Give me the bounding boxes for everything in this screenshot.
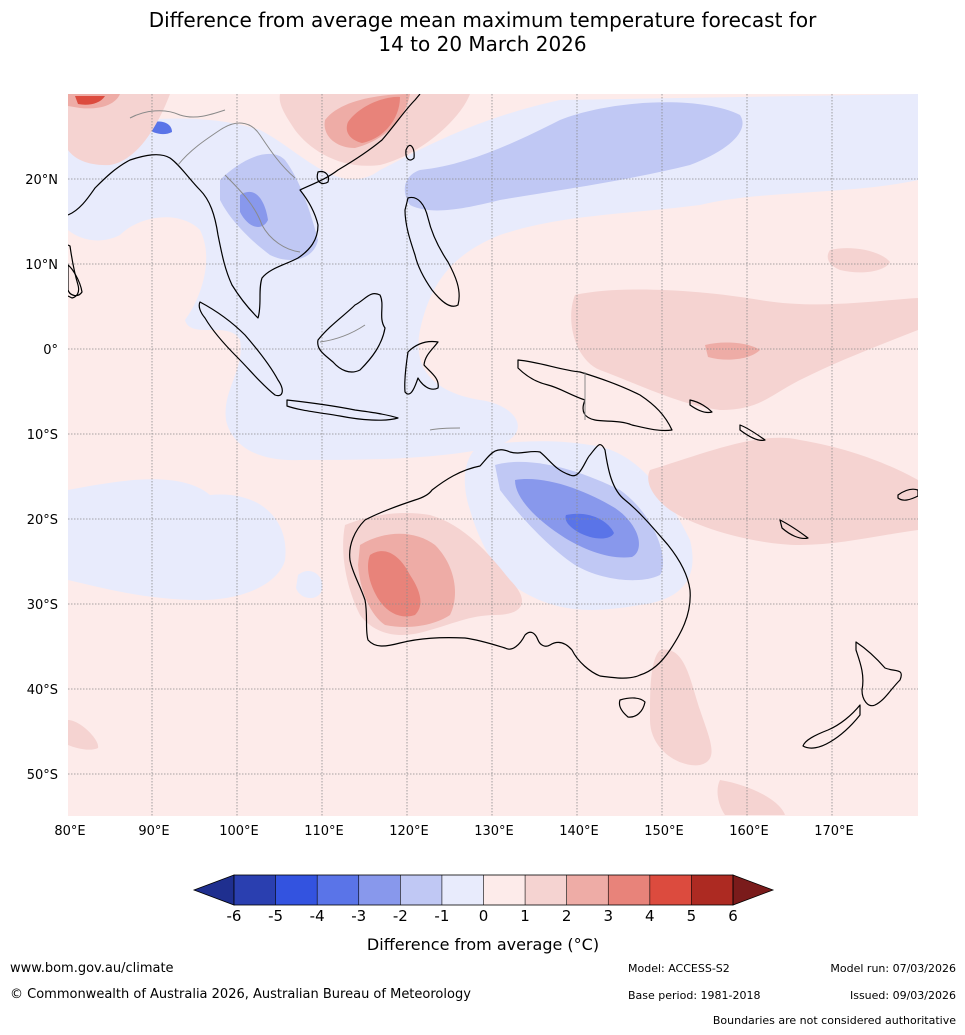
borders xyxy=(129,109,586,431)
colorbar-tick-label: -5 xyxy=(268,907,283,925)
title-line-2: 14 to 20 March 2026 xyxy=(378,32,587,56)
coastline-new-guinea xyxy=(517,359,673,432)
title-line-1: Difference from average mean maximum tem… xyxy=(148,8,817,32)
lon-label-80e: 80°E xyxy=(54,824,85,839)
lat-label-20n: 20°N xyxy=(25,173,58,188)
border-indochina xyxy=(129,109,301,253)
coastlines xyxy=(68,94,918,749)
colorbar-tick-label: -3 xyxy=(351,907,366,925)
lat-label-10s: 10°S xyxy=(27,428,58,443)
anomaly-region-cool-indian-ocean xyxy=(68,479,286,600)
colorbar-tick-label: -1 xyxy=(434,907,449,925)
coastline-sumatra xyxy=(198,301,283,397)
colorbar-tick-label: 2 xyxy=(562,907,572,925)
lat-label-50s: 50°S xyxy=(27,768,58,783)
coastline-solomon-islands xyxy=(689,399,766,441)
anomaly-region-hot-tibet xyxy=(75,96,105,105)
anomaly-region-warm-northwest xyxy=(68,94,170,166)
footer-issued: Issued: 09/03/2026 xyxy=(849,989,956,1002)
colorbar-segment xyxy=(317,875,360,905)
colorbar-tick-label: -4 xyxy=(310,907,325,925)
lon-label-150e: 150°E xyxy=(644,824,684,839)
lon-label-110e: 110°E xyxy=(304,824,344,839)
lat-label-20s: 20°S xyxy=(27,513,58,528)
border-borneo xyxy=(319,324,366,343)
anomaly-region-coolest-queensland xyxy=(565,513,614,539)
footer-copyright: © Commonwealth of Australia 2026, Austra… xyxy=(10,987,471,1002)
colorbar-segment xyxy=(358,875,401,905)
colorbar-segment xyxy=(275,875,318,905)
footer-website[interactable]: www.bom.gov.au/climate xyxy=(10,961,174,976)
footer-model-run: Model run: 07/03/2026 xyxy=(830,962,956,975)
lon-label-120e: 120°E xyxy=(389,824,429,839)
colorbar-segment xyxy=(234,875,276,905)
lat-label-30s: 30°S xyxy=(27,598,58,613)
colorbar-segment xyxy=(400,875,443,905)
coastline-australia xyxy=(349,443,691,679)
anomaly-region-cool-indochina xyxy=(220,153,318,260)
colorbar-segment xyxy=(608,875,651,905)
colorbar-tick-label: -2 xyxy=(393,907,408,925)
colorbar-tick-label: 6 xyxy=(728,907,738,925)
anomaly-region-hot-southwest-wa xyxy=(368,551,421,617)
anomaly-region-hot-china-coast xyxy=(346,96,400,143)
lat-label-40s: 40°S xyxy=(27,683,58,698)
colorbar-segment xyxy=(525,875,567,905)
lat-label-10n: 10°N xyxy=(25,258,58,273)
footer-base-period: Base period: 1981-2018 xyxy=(628,989,761,1002)
colorbar-segment xyxy=(649,875,692,905)
border-timor xyxy=(429,427,461,431)
colorbar-extend-high xyxy=(732,874,775,906)
coastline-new-zealand-south xyxy=(802,704,861,749)
anomaly-region-cool-patch xyxy=(296,570,323,599)
coastline-borneo xyxy=(317,293,386,373)
colorbar-tick-label: -6 xyxy=(227,907,242,925)
coastline-sulawesi xyxy=(404,340,439,395)
anomaly-region-warm-indian-ocean xyxy=(68,720,99,750)
coastline-philippines xyxy=(404,196,460,307)
lon-label-170e: 170°E xyxy=(814,824,854,839)
coastline-new-zealand-north xyxy=(855,641,902,707)
colorbar-label: Difference from average (°C) xyxy=(367,935,599,954)
lon-label-90e: 90°E xyxy=(138,824,169,839)
lon-label-100e: 100°E xyxy=(219,824,259,839)
anomaly-field xyxy=(68,94,918,816)
colorbar-ticks: -6 -5 -4 -3 -2 -1 0 1 2 3 4 5 6 xyxy=(227,907,738,925)
coastline-hainan-taiwan xyxy=(316,144,415,185)
colorbar-tick-label: 5 xyxy=(687,907,697,925)
latitude-labels: 20°N 10°N 0° 10°S 20°S 30°S 40°S 50°S xyxy=(25,173,58,783)
lon-label-140e: 140°E xyxy=(559,824,599,839)
coastline-fiji-vanuatu xyxy=(779,488,918,540)
anomaly-region-warm-tasman xyxy=(650,649,712,766)
lon-label-160e: 160°E xyxy=(729,824,769,839)
lon-label-130e: 130°E xyxy=(474,824,514,839)
colorbar xyxy=(192,874,775,906)
coastline-india xyxy=(68,244,80,299)
colorbar-tick-label: 3 xyxy=(603,907,613,925)
colorbar-segment xyxy=(441,875,484,905)
colorbar-tick-label: 0 xyxy=(479,907,489,925)
coastline-asia-mainland xyxy=(68,94,421,319)
coastline-java xyxy=(286,399,399,421)
footer-disclaimer: Boundaries are not considered authoritat… xyxy=(712,1014,956,1027)
colorbar-extend-low xyxy=(192,874,235,906)
anomaly-region-cool-pacific xyxy=(404,102,743,211)
colorbar-segment xyxy=(483,875,526,905)
colorbar-segment xyxy=(566,875,609,905)
coastline-tasmania xyxy=(618,697,646,718)
anomaly-region-warm-coral-sea xyxy=(648,437,918,545)
footer-model: Model: ACCESS-S2 xyxy=(628,962,730,975)
coastline-sri-lanka xyxy=(68,264,83,297)
graticule xyxy=(68,94,918,816)
lat-label-0: 0° xyxy=(43,343,58,358)
map-title: Difference from average mean maximum tem… xyxy=(0,8,965,56)
anomaly-region-warm-equatorial-core xyxy=(705,342,760,360)
colorbar-segment xyxy=(691,875,734,905)
colorbar-tick-label: 1 xyxy=(520,907,530,925)
colorbar-tick-label: 4 xyxy=(645,907,655,925)
anomaly-region-warm-western-pacific xyxy=(827,248,890,273)
longitude-labels: 80°E 90°E 100°E 110°E 120°E 130°E 140°E … xyxy=(54,824,853,839)
anomaly-region-warm-southern-ocean xyxy=(717,780,785,815)
